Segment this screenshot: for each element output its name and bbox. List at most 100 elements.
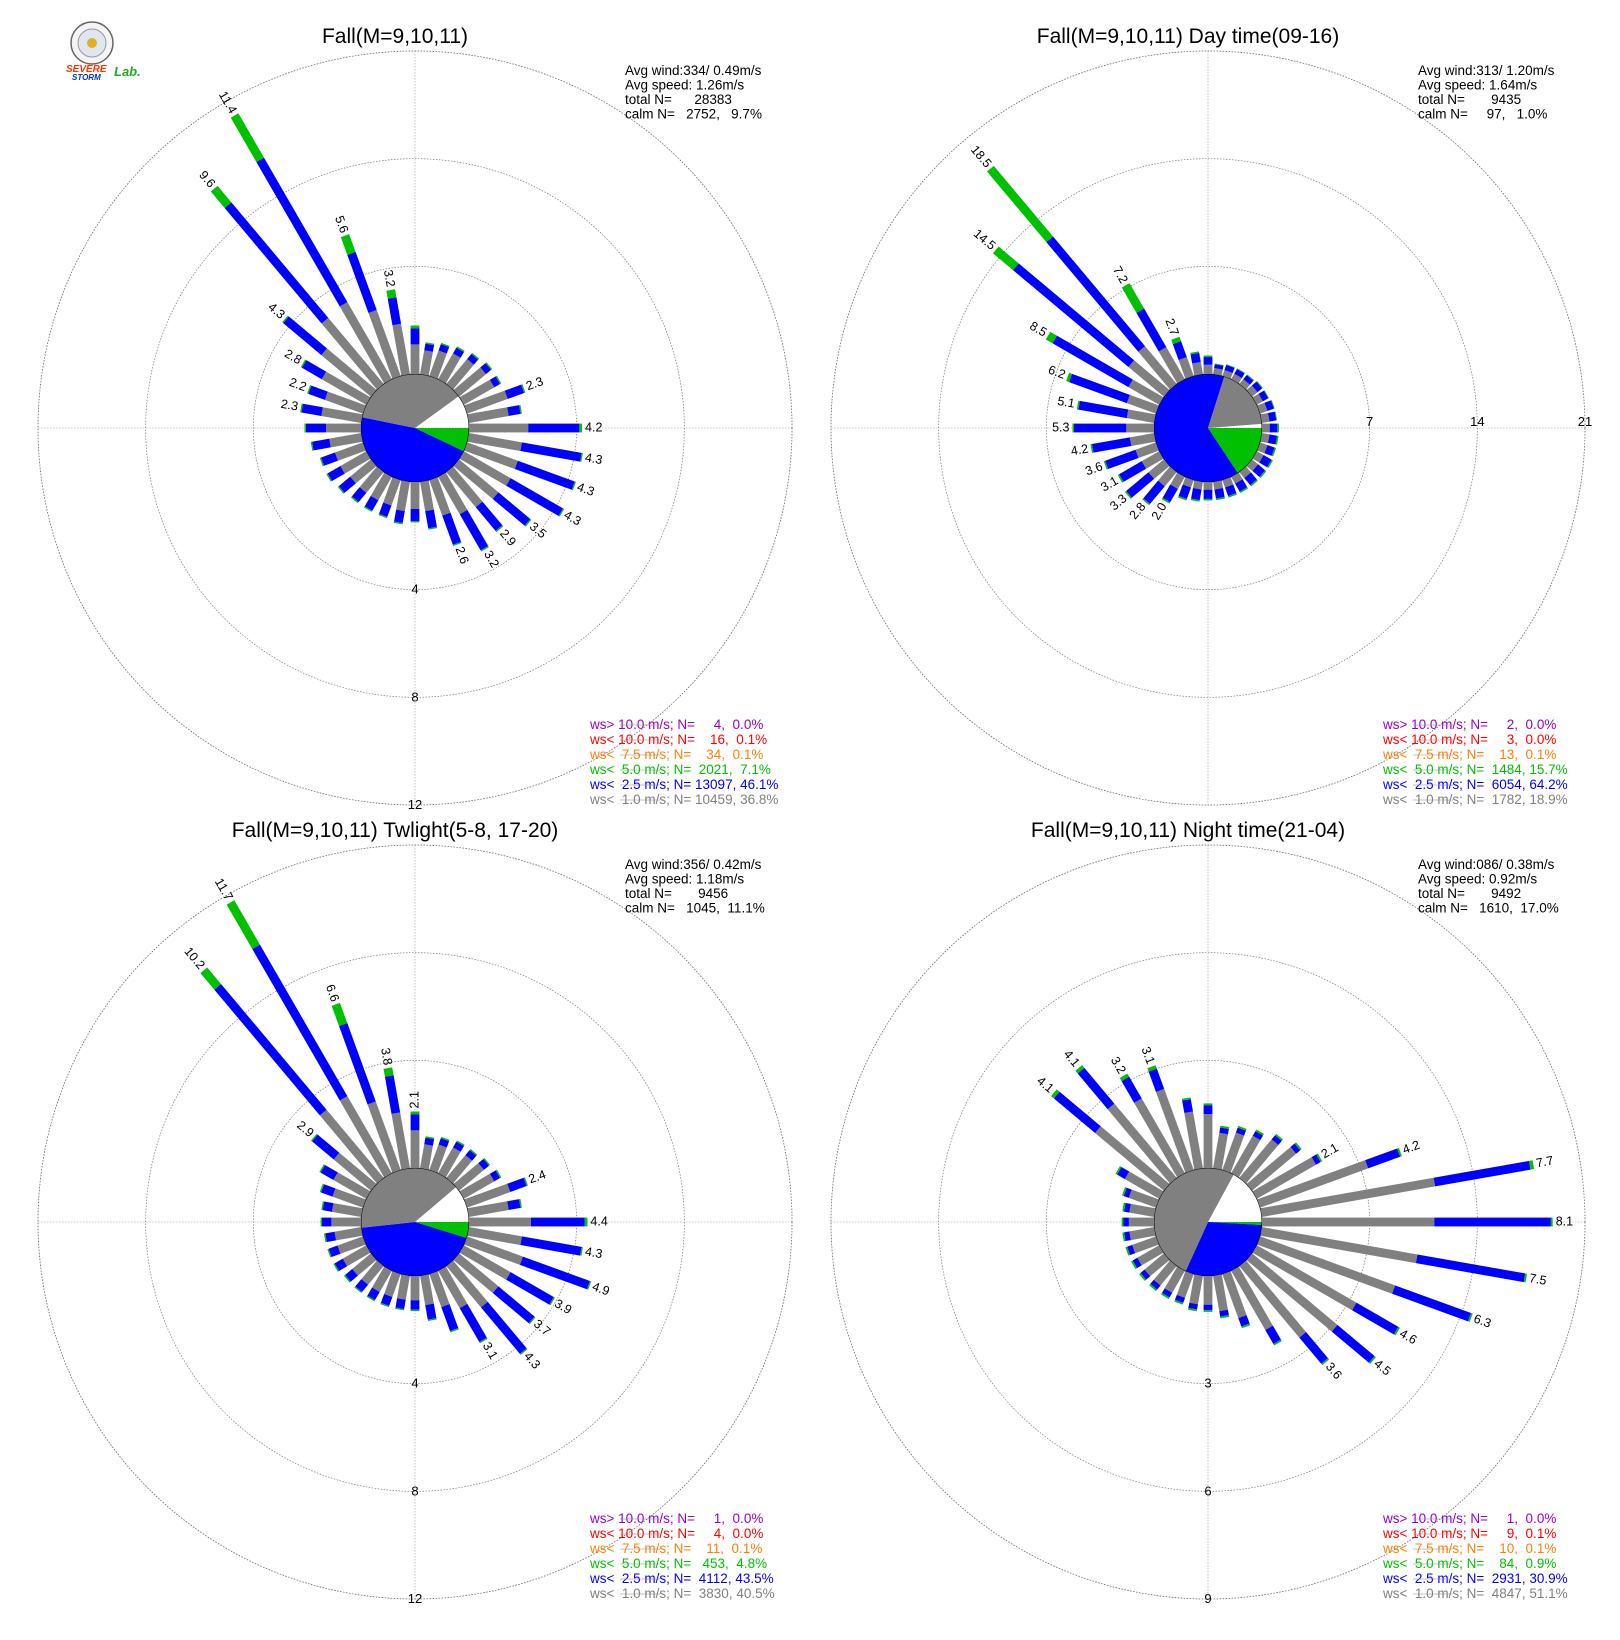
legend-entry: ws< 7.5 m/s; N= 10, 0.1% bbox=[1382, 1541, 1556, 1556]
bar-segment-blue bbox=[1434, 1217, 1551, 1227]
bar-segment-green bbox=[386, 289, 397, 299]
bar-segment-blue bbox=[1219, 1309, 1229, 1317]
bar-value-label: 4.6 bbox=[1397, 1326, 1419, 1347]
bar-segment-green bbox=[320, 1217, 322, 1227]
bar-value-label: 4.2 bbox=[1070, 442, 1090, 459]
bar-segment-green bbox=[485, 362, 493, 370]
bar-segment-green bbox=[428, 526, 438, 530]
stat-line: calm N= 2752, 9.7% bbox=[625, 107, 762, 122]
bar-segment-blue bbox=[410, 1300, 420, 1310]
bar-segment-gray bbox=[368, 309, 401, 379]
bar-segment-gray bbox=[1176, 1271, 1194, 1298]
outer-ring bbox=[830, 50, 1586, 806]
direction-bar bbox=[1246, 1142, 1302, 1191]
logo-text-storm: STORM bbox=[72, 73, 101, 82]
bar-segment-blue bbox=[334, 1258, 348, 1271]
direction-bar bbox=[386, 289, 410, 376]
bar-segment-blue bbox=[1124, 1231, 1131, 1242]
bar-value-label: 3.1 bbox=[1139, 1045, 1158, 1066]
bar-segment-gray bbox=[1129, 433, 1156, 446]
bar-segment-gray bbox=[1203, 1114, 1213, 1168]
panel-title: Fall(M=9,10,11) Twlight(5-8, 17-20) bbox=[232, 819, 559, 842]
bar-segment-gray bbox=[342, 1245, 371, 1267]
direction-bar bbox=[1122, 1202, 1156, 1217]
direction-bar bbox=[1161, 472, 1185, 504]
bar-segment-gray bbox=[1246, 385, 1258, 397]
bar-value-label: 3.7 bbox=[531, 1317, 553, 1339]
bar-segment-gray bbox=[321, 348, 377, 397]
stat-line: Avg wind:334/ 0.49m/s bbox=[625, 63, 762, 78]
bar-segment-blue bbox=[1235, 479, 1248, 492]
direction-bar bbox=[1103, 442, 1159, 470]
bar-segment-green bbox=[1122, 1232, 1126, 1242]
direction-bar bbox=[1066, 372, 1159, 414]
bar-value-label: 4.2 bbox=[1401, 1138, 1422, 1157]
bar-segment-green bbox=[571, 481, 577, 491]
direction-bar bbox=[337, 459, 377, 494]
bar-segment-blue bbox=[394, 509, 405, 524]
bar-segment-gray bbox=[1132, 1236, 1159, 1254]
bar-segment-gray bbox=[1239, 379, 1251, 390]
bar-value-label: 4.3 bbox=[521, 1349, 543, 1371]
bar-segment-green bbox=[549, 1297, 555, 1306]
direction-bar bbox=[429, 342, 450, 379]
direction-bar bbox=[1125, 1236, 1159, 1256]
direction-bar bbox=[410, 1276, 420, 1311]
bar-segment-green bbox=[479, 1337, 488, 1344]
bar-segment-gray bbox=[1184, 1111, 1203, 1170]
bar-value-label: 4.3 bbox=[584, 1244, 604, 1261]
bar-segment-blue bbox=[459, 509, 489, 551]
bar-segment-blue bbox=[345, 1268, 358, 1282]
direction-bar bbox=[410, 1111, 420, 1168]
wind-rose-panel: 4 8 12 2.1 2.4 4.4 4.3 4.9 3.93.7 4.3 3.1 2.9 10.2 11… bbox=[37, 819, 793, 1606]
direction-bar bbox=[464, 1236, 592, 1290]
bar-segment-green bbox=[1393, 1326, 1400, 1336]
bar-segment-green bbox=[1122, 1187, 1127, 1197]
direction-bar bbox=[1239, 374, 1254, 390]
bar-segment-green bbox=[1239, 487, 1249, 493]
bar-segment-blue bbox=[1311, 1154, 1321, 1165]
direction-bar bbox=[1222, 1271, 1251, 1329]
bar-segment-gray bbox=[446, 359, 474, 390]
bar-segment-gray bbox=[459, 1173, 495, 1199]
bar-segment-green bbox=[452, 541, 462, 547]
bar-segment-blue bbox=[1264, 444, 1275, 456]
bar-segment-blue bbox=[1178, 484, 1192, 500]
bar-segment-green bbox=[1316, 1153, 1323, 1163]
bar-segment-gray bbox=[1239, 466, 1252, 479]
direction-bar bbox=[310, 433, 363, 451]
bar-segment-blue bbox=[1415, 1254, 1526, 1283]
bar-segment-blue bbox=[224, 202, 329, 324]
bar-segment-green bbox=[1174, 1299, 1184, 1305]
bar-segment-gray bbox=[438, 1266, 468, 1309]
bar-segment-gray bbox=[1231, 1135, 1261, 1178]
bar-segment-blue bbox=[321, 1184, 336, 1197]
direction-bar bbox=[1252, 1153, 1323, 1199]
direction-bar bbox=[1257, 442, 1277, 457]
bar-segment-blue bbox=[1224, 484, 1237, 497]
bar-segment-gray bbox=[1126, 409, 1156, 423]
bar-segment-gray bbox=[1213, 1132, 1228, 1170]
bar-segment-blue bbox=[328, 1245, 341, 1258]
wind-rose-panel: 48122.34.24.34.34.33.52.93.22.62.32.22.8… bbox=[37, 25, 793, 812]
legend-entry: ws> 10.0 m/s; N= 1, 0.0% bbox=[1382, 1511, 1556, 1526]
direction-bar bbox=[230, 113, 392, 384]
center-pie-blue-slice bbox=[361, 417, 464, 482]
ring-label: 4 bbox=[411, 582, 418, 597]
bar-segment-blue bbox=[379, 502, 392, 517]
bar-value-label: 4.3 bbox=[575, 480, 596, 499]
direction-bar bbox=[366, 1266, 392, 1302]
bar-segment-blue bbox=[514, 460, 575, 490]
direction-bar bbox=[1213, 1274, 1230, 1319]
bar-segment-gray bbox=[467, 407, 509, 423]
bar-segment-blue bbox=[492, 492, 531, 526]
bar-segment-blue bbox=[1214, 364, 1224, 370]
bar-segment-gray bbox=[1222, 369, 1233, 379]
bar-value-label: 5.3 bbox=[1052, 420, 1069, 434]
bar-segment-blue bbox=[480, 1301, 527, 1354]
direction-bar bbox=[200, 967, 384, 1184]
bar-segment-blue bbox=[322, 1201, 334, 1212]
direction-bar bbox=[1262, 1217, 1553, 1227]
bar-segment-blue bbox=[1053, 1091, 1101, 1133]
bar-segment-gray bbox=[453, 367, 486, 397]
